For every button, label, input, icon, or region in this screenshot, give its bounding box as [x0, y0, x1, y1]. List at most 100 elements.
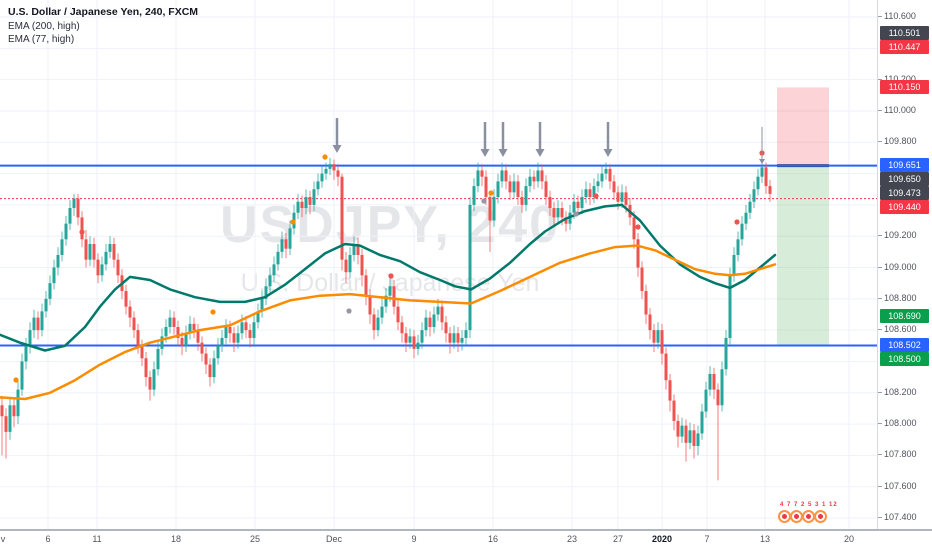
candle-body	[500, 170, 504, 182]
short-position-tool[interactable]	[777, 87, 829, 346]
candles-layer	[0, 157, 772, 481]
candle	[316, 173, 320, 196]
time-axis[interactable]: v 6 11 18 25 Dec 9 16 23 27 2020 7 13 20	[0, 533, 932, 550]
candle	[548, 190, 552, 216]
candle-body	[204, 353, 208, 365]
candle-body	[92, 244, 96, 260]
down-arrow-annotation[interactable]	[480, 122, 490, 157]
candle	[80, 211, 84, 248]
stop-loss-zone[interactable]	[777, 87, 829, 166]
candle	[328, 157, 332, 176]
candle	[536, 162, 540, 188]
candle	[324, 162, 328, 180]
candle-body	[12, 405, 16, 417]
price-label-108.500[interactable]: 108.500	[880, 352, 929, 366]
time-label-25: 25	[249, 534, 261, 544]
candle	[300, 195, 304, 218]
candle	[740, 215, 744, 246]
price-label-109.650[interactable]: 109.650	[880, 172, 929, 186]
idea-counts: 4 7 7 2 5 3 1 12	[780, 502, 838, 508]
candle	[672, 394, 676, 431]
candle-body	[344, 259, 348, 273]
arrow-head-icon	[498, 149, 508, 157]
down-arrow-annotation[interactable]	[603, 122, 613, 157]
chart-legend: U.S. Dollar / Japanese Yen, 240, FXCM EM…	[8, 6, 198, 47]
candle	[396, 300, 400, 331]
candle-body	[488, 197, 492, 221]
candle-body	[244, 322, 248, 331]
price-label-110.501[interactable]: 110.501	[880, 26, 929, 40]
candle	[352, 236, 356, 262]
price-label-109.440[interactable]: 109.440	[880, 200, 929, 214]
candle	[636, 233, 640, 277]
symbol-title[interactable]: U.S. Dollar / Japanese Yen, 240, FXCM	[8, 6, 199, 18]
down-arrow-annotation[interactable]	[498, 122, 508, 157]
down-arrow-annotation[interactable]	[535, 122, 545, 157]
candle-body	[48, 283, 52, 299]
candle-body	[228, 326, 232, 334]
candle	[96, 253, 100, 284]
candle-body	[508, 181, 512, 193]
time-label-27: 27	[612, 534, 624, 544]
candle-body	[540, 170, 544, 182]
candle	[608, 164, 612, 190]
indicator-ema77-label[interactable]: EMA (77, high)	[8, 34, 75, 45]
price-label-109.651[interactable]: 109.651	[880, 158, 929, 172]
candle	[208, 358, 212, 387]
price-tick: 110.000	[878, 104, 916, 115]
candle-body	[544, 181, 548, 198]
candle-body	[104, 251, 108, 265]
price-tick: 108.200	[878, 386, 917, 397]
candle-body	[612, 181, 616, 193]
candle	[540, 164, 544, 190]
ideas-cluster[interactable]: 4 7 7 2 5 3 1 12	[776, 502, 840, 528]
price-label-110.150[interactable]: 110.150	[880, 80, 929, 94]
candle	[156, 341, 160, 376]
candle	[532, 170, 536, 190]
down-arrow-annotation[interactable]	[759, 127, 765, 164]
candle-body	[720, 369, 724, 406]
idea-bubble-icon[interactable]	[814, 510, 827, 523]
candle-body	[124, 290, 128, 307]
candle	[552, 201, 556, 226]
candle-body	[672, 400, 676, 421]
indicator-ema200-label[interactable]: EMA (200, high)	[8, 21, 80, 32]
candle	[108, 236, 112, 259]
price-axis[interactable]: 110.600 110.200 110.000 109.800 109.200 109.0…	[877, 0, 932, 529]
candle-body	[332, 164, 336, 171]
price-label-109.473[interactable]: 109.473	[880, 186, 929, 200]
candle-body	[408, 336, 412, 343]
candle-body	[560, 208, 564, 218]
candle-body	[604, 168, 608, 174]
candle-body	[184, 333, 188, 346]
candle	[428, 311, 432, 337]
price-label-108.690[interactable]: 108.690	[880, 309, 929, 323]
candle	[648, 308, 652, 340]
candle-body	[448, 333, 452, 343]
price-label-108.502[interactable]: 108.502	[880, 338, 929, 352]
orange-signal-dot	[210, 309, 216, 315]
candle-body	[384, 295, 388, 307]
candle	[688, 422, 692, 450]
candle	[40, 303, 44, 337]
candle	[76, 193, 80, 226]
ema-200-line[interactable]	[0, 203, 777, 352]
candle	[364, 269, 368, 306]
down-arrow-annotation[interactable]	[332, 118, 342, 153]
time-label-11: 11	[92, 534, 102, 544]
candle-body	[188, 323, 192, 334]
candle	[584, 181, 588, 204]
candle	[692, 424, 696, 459]
candle-body	[212, 358, 216, 378]
ema-77-line[interactable]	[0, 244, 777, 401]
time-label-6: 6	[45, 534, 51, 544]
candle	[612, 175, 616, 201]
take-profit-zone[interactable]	[777, 165, 829, 346]
candle	[372, 308, 376, 340]
candle-body	[296, 201, 300, 213]
candle	[264, 278, 268, 306]
candle-body	[168, 317, 172, 327]
price-label-110.447[interactable]: 110.447	[880, 40, 929, 54]
